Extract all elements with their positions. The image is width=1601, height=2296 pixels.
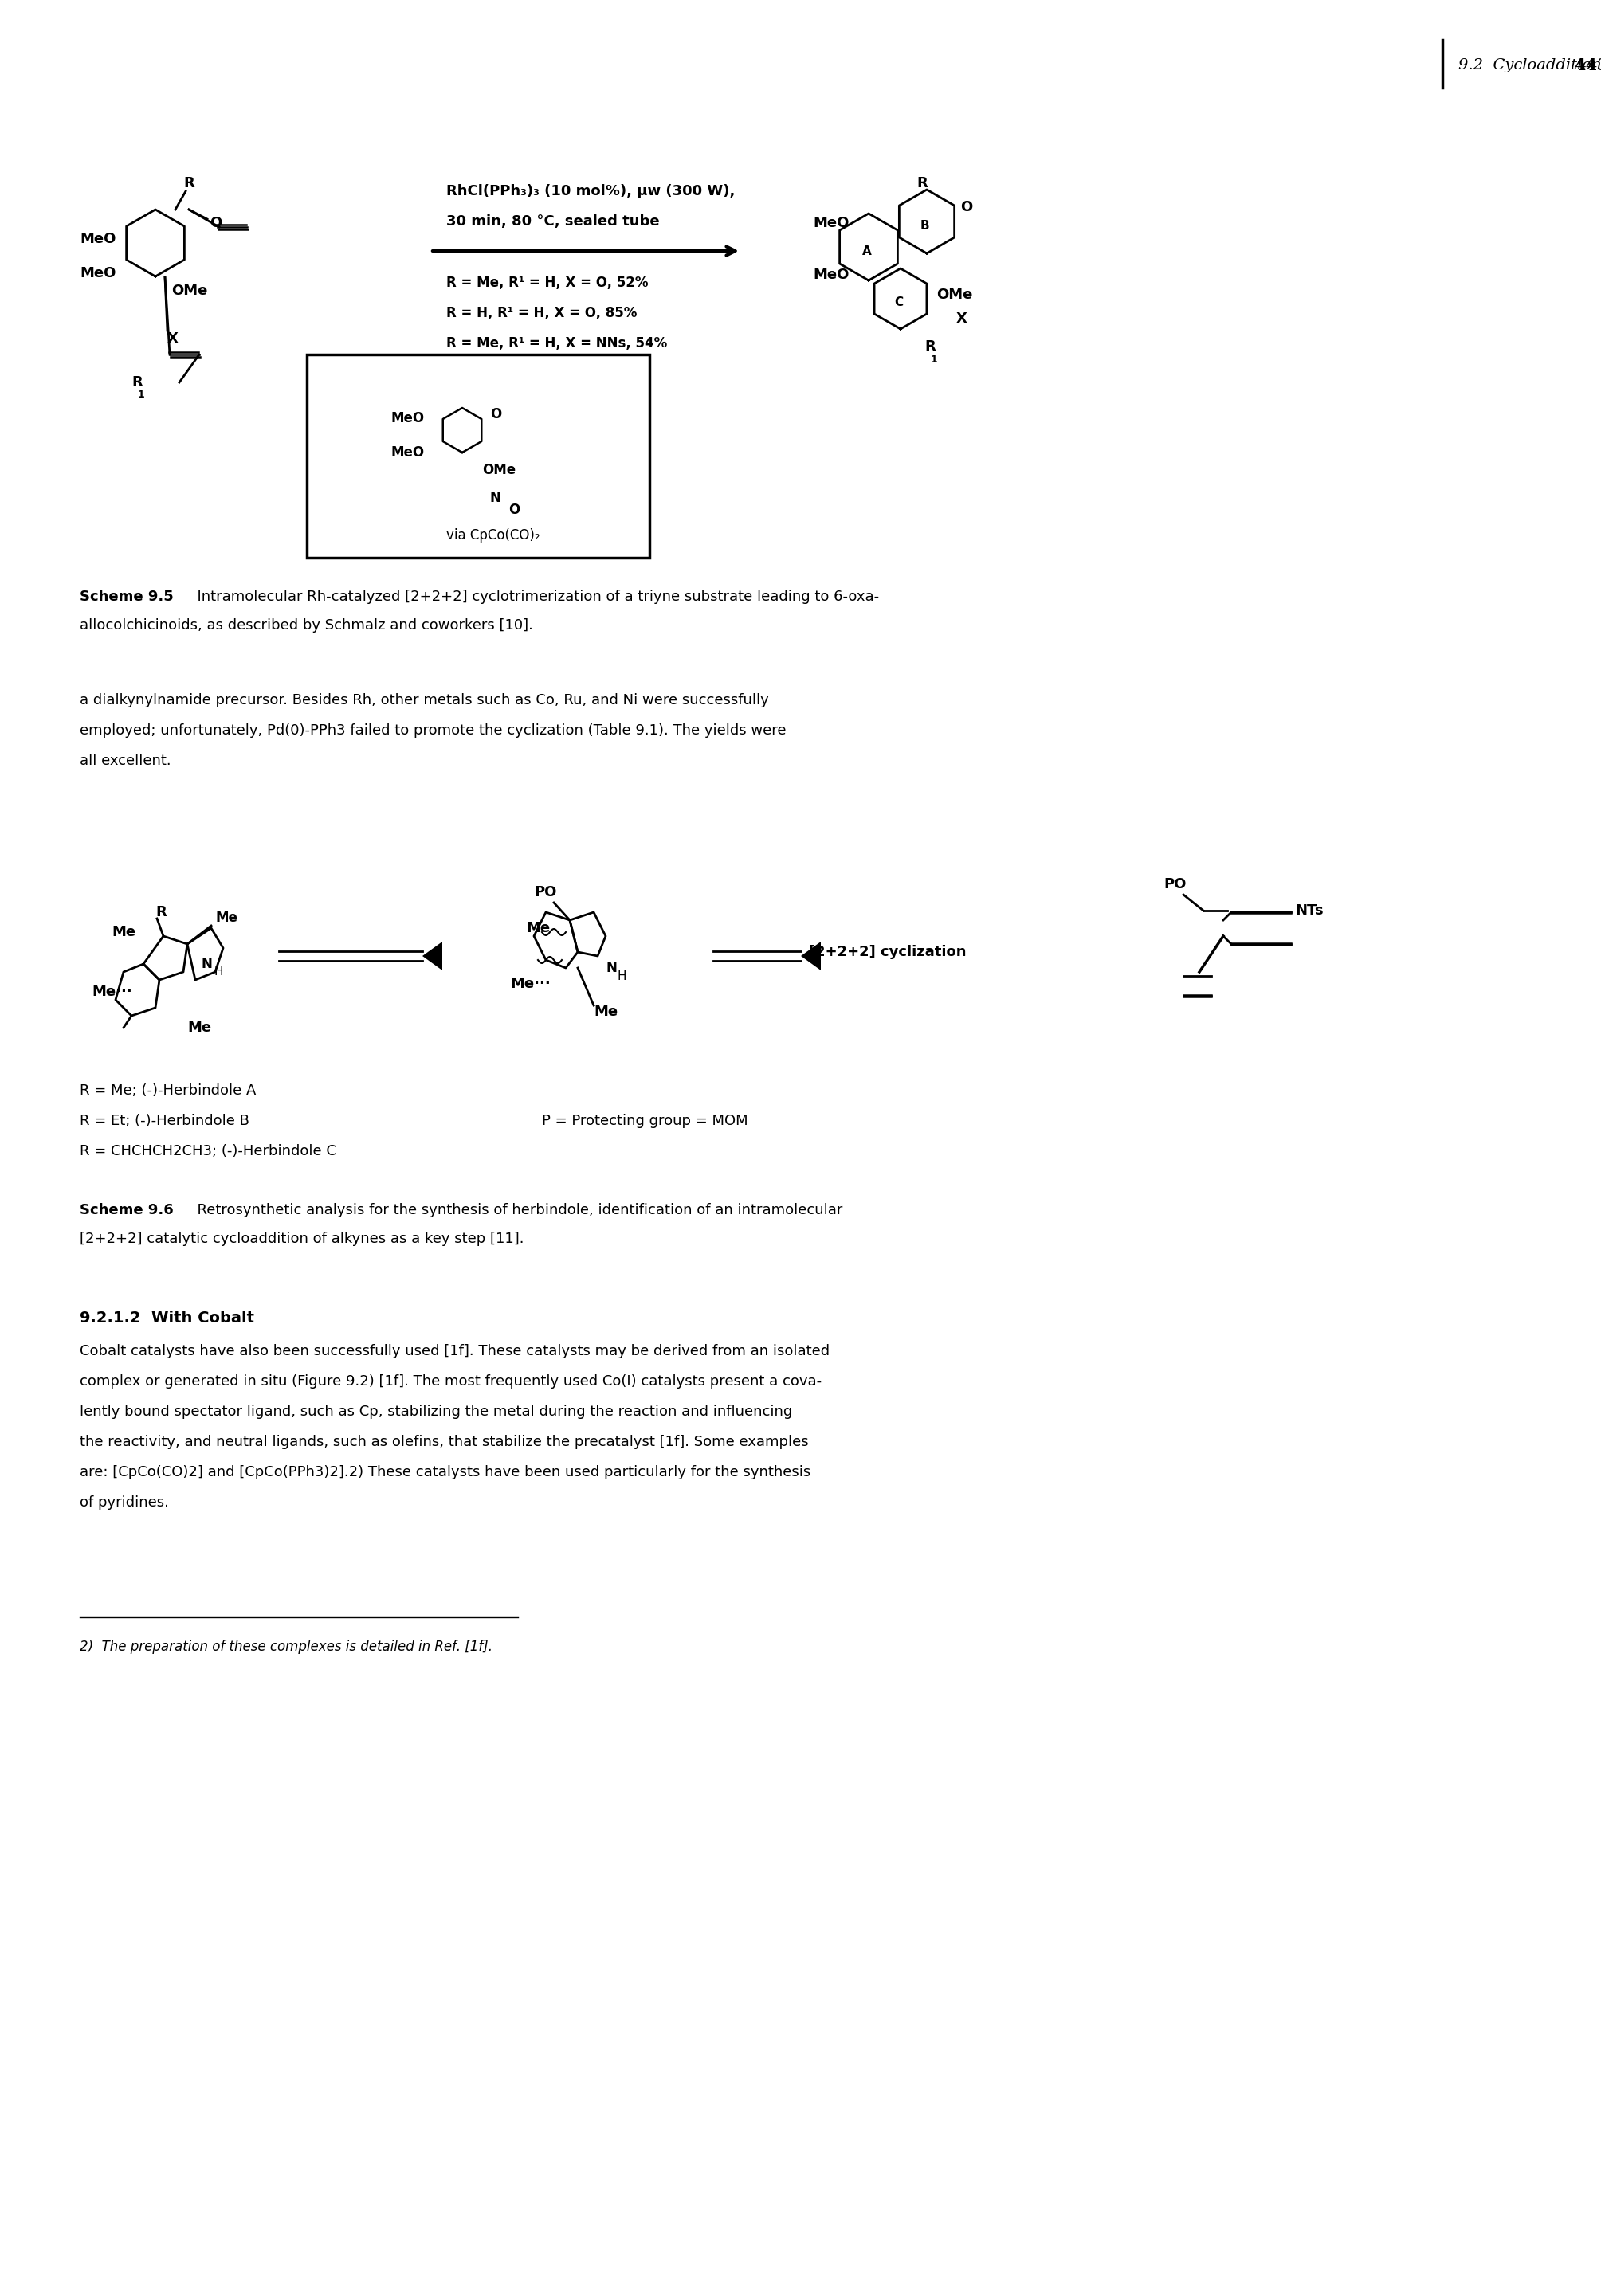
Text: 9.2.1.2  With Cobalt: 9.2.1.2 With Cobalt	[80, 1311, 255, 1325]
Text: are: [CpCo(CO)2] and [CpCo(PPh3)2].2) These catalysts have been used particularl: are: [CpCo(CO)2] and [CpCo(PPh3)2].2) Th…	[80, 1465, 810, 1479]
Text: Scheme 9.6: Scheme 9.6	[80, 1203, 173, 1217]
Text: NTs: NTs	[1295, 902, 1324, 918]
Text: RhCl(PPh₃)₃ (10 mol%), μw (300 W),: RhCl(PPh₃)₃ (10 mol%), μw (300 W),	[447, 184, 735, 197]
Text: complex or generated in situ (Figure 9.2) [1f]. The most frequently used Co(I) c: complex or generated in situ (Figure 9.2…	[80, 1375, 821, 1389]
Text: R: R	[155, 905, 167, 918]
Text: R: R	[924, 340, 935, 354]
Text: R = Me, R¹ = H, X = O, 52%: R = Me, R¹ = H, X = O, 52%	[447, 276, 648, 289]
Text: MeO: MeO	[813, 269, 849, 282]
Text: Me···: Me···	[511, 976, 551, 992]
Text: R = H, R¹ = H, X = O, 85%: R = H, R¹ = H, X = O, 85%	[447, 305, 637, 319]
Text: N: N	[605, 960, 616, 976]
Text: H: H	[618, 969, 626, 983]
Polygon shape	[800, 941, 821, 971]
Text: Intramolecular Rh-catalyzed [2+2+2] cyclotrimerization of a triyne substrate lea: Intramolecular Rh-catalyzed [2+2+2] cycl…	[187, 590, 879, 604]
Text: Retrosynthetic analysis for the synthesis of herbindole, identification of an in: Retrosynthetic analysis for the synthesi…	[187, 1203, 842, 1217]
Text: Cobalt catalysts have also been successfully used [1f]. These catalysts may be d: Cobalt catalysts have also been successf…	[80, 1343, 829, 1359]
Text: N: N	[202, 957, 213, 971]
Text: O: O	[509, 503, 520, 517]
Text: PO: PO	[533, 884, 557, 900]
Text: MeO: MeO	[80, 232, 115, 246]
Text: allocolchicinoids, as described by Schmalz and coworkers [10].: allocolchicinoids, as described by Schma…	[80, 618, 533, 634]
Text: 9.2  Cycloaddition Events: 9.2 Cycloaddition Events	[1459, 57, 1601, 73]
Text: R = CHCHCH2CH3; (-)-Herbindole C: R = CHCHCH2CH3; (-)-Herbindole C	[80, 1143, 336, 1159]
Text: the reactivity, and neutral ligands, such as olefins, that stabilize the precata: the reactivity, and neutral ligands, suc…	[80, 1435, 809, 1449]
Text: a dialkynylnamide precursor. Besides Rh, other metals such as Co, Ru, and Ni wer: a dialkynylnamide precursor. Besides Rh,…	[80, 693, 768, 707]
Text: O: O	[490, 406, 501, 422]
Text: P = Protecting group = MOM: P = Protecting group = MOM	[541, 1114, 748, 1127]
Text: [2+2+2] cyclization: [2+2+2] cyclization	[809, 946, 967, 960]
Text: lently bound spectator ligand, such as Cp, stabilizing the metal during the reac: lently bound spectator ligand, such as C…	[80, 1405, 792, 1419]
Text: X: X	[956, 312, 967, 326]
Text: OMe: OMe	[482, 464, 516, 478]
Text: X: X	[168, 331, 178, 347]
Text: [2+2+2] catalytic cycloaddition of alkynes as a key step [11].: [2+2+2] catalytic cycloaddition of alkyn…	[80, 1231, 524, 1247]
Text: R: R	[916, 177, 927, 191]
Text: B: B	[921, 220, 930, 232]
Text: OMe: OMe	[937, 287, 972, 303]
Text: 1: 1	[138, 390, 144, 400]
Text: all excellent.: all excellent.	[80, 753, 171, 767]
Text: Me: Me	[215, 912, 237, 925]
Text: R: R	[131, 374, 142, 390]
Text: Me: Me	[112, 925, 136, 939]
Text: C: C	[893, 296, 903, 308]
Text: Me···: Me···	[91, 985, 133, 999]
Text: MeO: MeO	[391, 411, 424, 425]
Text: A: A	[863, 246, 871, 257]
Text: H: H	[213, 967, 223, 978]
Text: 2)  The preparation of these complexes is detailed in Ref. [1f].: 2) The preparation of these complexes is…	[80, 1639, 493, 1653]
Text: 30 min, 80 °C, sealed tube: 30 min, 80 °C, sealed tube	[447, 214, 660, 230]
Text: Me: Me	[527, 921, 551, 934]
Polygon shape	[423, 941, 442, 971]
Text: R = Me; (-)-Herbindole A: R = Me; (-)-Herbindole A	[80, 1084, 256, 1097]
Text: 1: 1	[930, 354, 938, 365]
Text: O: O	[210, 216, 223, 230]
Text: MeO: MeO	[391, 445, 424, 459]
Text: R = Me, R¹ = H, X = NNs, 54%: R = Me, R¹ = H, X = NNs, 54%	[447, 335, 668, 351]
Text: R = Et; (-)-Herbindole B: R = Et; (-)-Herbindole B	[80, 1114, 250, 1127]
Text: Me: Me	[594, 1006, 618, 1019]
Text: employed; unfortunately, Pd(0)-PPh3 failed to promote the cyclization (Table 9.1: employed; unfortunately, Pd(0)-PPh3 fail…	[80, 723, 786, 737]
Text: MeO: MeO	[813, 216, 849, 230]
Bar	[307, 354, 650, 558]
Text: via CpCo(CO)₂: via CpCo(CO)₂	[447, 528, 540, 542]
Text: Scheme 9.5: Scheme 9.5	[80, 590, 173, 604]
Text: MeO: MeO	[80, 266, 115, 280]
Text: 443: 443	[1574, 57, 1601, 73]
Text: PO: PO	[1164, 877, 1186, 891]
Text: O: O	[961, 200, 972, 214]
Text: R: R	[183, 177, 194, 191]
Text: Me: Me	[187, 1019, 211, 1035]
Text: N: N	[490, 491, 501, 505]
Text: OMe: OMe	[171, 285, 208, 298]
Text: of pyridines.: of pyridines.	[80, 1495, 168, 1511]
